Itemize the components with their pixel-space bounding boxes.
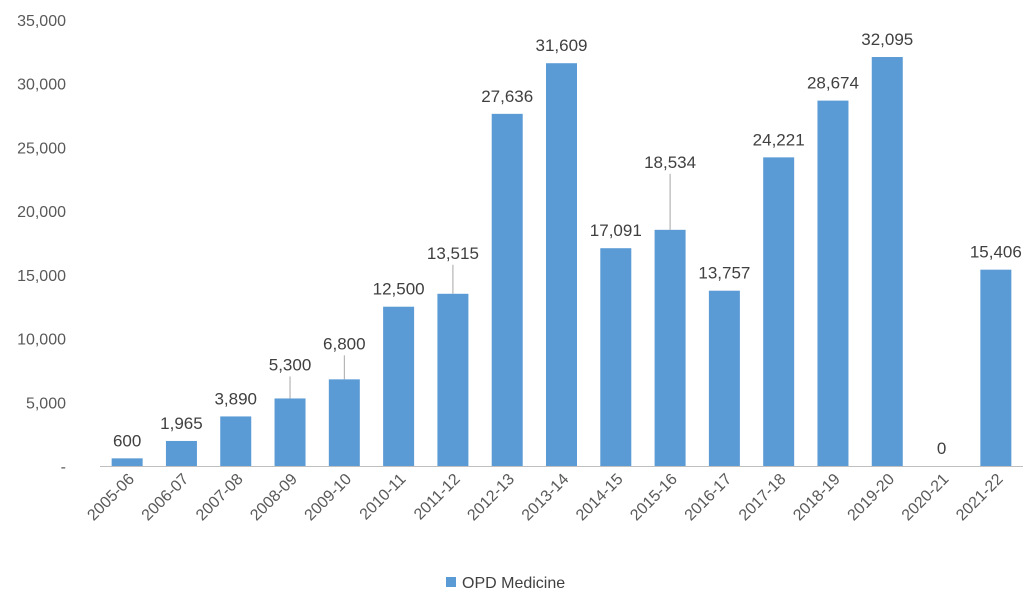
data-label-2021-22: 15,406 — [970, 243, 1022, 262]
x-tick-label: 2021-22 — [953, 471, 1007, 525]
bar-2010-11 — [383, 306, 415, 466]
bar-2007-08 — [220, 416, 252, 466]
bar-2011-12 — [437, 293, 469, 466]
bar-2009-10 — [328, 379, 360, 466]
x-tick-label: 2005-06 — [84, 471, 138, 525]
x-tick-label: 2006-07 — [139, 471, 193, 525]
data-label-2006-07: 1,965 — [160, 414, 203, 433]
data-label-2013-14: 31,609 — [536, 36, 588, 55]
bar-2005-06 — [111, 458, 143, 466]
x-tick-label: 2018-19 — [790, 471, 844, 525]
x-tick-label: 2015-16 — [627, 471, 681, 525]
bar-2008-09 — [274, 398, 306, 466]
bar-2015-16 — [654, 229, 686, 466]
x-tick-label: 2016-17 — [682, 471, 736, 525]
bar-2013-14 — [546, 63, 577, 467]
legend: OPD Medicine — [446, 575, 565, 592]
x-axis: 2005-06 2006-07 2007-08 2008-09 2009-10 2010-… — [84, 471, 1006, 525]
y-tick-label: - — [61, 459, 66, 476]
x-tick-label: 2008-09 — [247, 471, 301, 525]
data-label-2005-06: 600 — [113, 431, 141, 450]
x-tick-label: 2019-20 — [845, 471, 899, 525]
data-label-2017-18: 24,221 — [753, 130, 805, 149]
data-label-2008-09: 5,300 — [269, 355, 312, 374]
bar-2016-17 — [708, 290, 740, 466]
data-label-2009-10: 6,800 — [323, 334, 366, 353]
x-tick-label: 2009-10 — [302, 471, 356, 525]
data-label-2015-16: 18,534 — [644, 153, 696, 172]
data-label-2019-20: 32,095 — [861, 30, 913, 49]
y-tick-label: 25,000 — [17, 140, 66, 157]
x-tick-label: 2013-14 — [519, 471, 573, 525]
bar-2006-07 — [165, 440, 197, 466]
x-tick-label: 2011-12 — [411, 471, 464, 524]
data-label-2012-13: 27,636 — [481, 87, 533, 106]
x-tick-label: 2010-11 — [357, 471, 410, 524]
data-label-2018-19: 28,674 — [807, 74, 859, 93]
y-tick-label: 15,000 — [17, 268, 66, 285]
y-tick-label: 35,000 — [17, 13, 66, 30]
x-tick-label: 2012-13 — [464, 471, 518, 525]
leader-lines — [289, 173, 671, 399]
y-tick-label: 30,000 — [17, 77, 66, 94]
data-label-2020-21: 0 — [937, 439, 946, 458]
x-tick-label: 2020-21 — [899, 471, 953, 525]
legend-label: OPD Medicine — [462, 575, 565, 592]
y-tick-label: 20,000 — [17, 204, 66, 221]
y-axis: - 5,000 10,000 15,000 20,000 25,000 30,000 35,0… — [17, 13, 66, 476]
data-label-2011-12: 13,515 — [427, 244, 479, 263]
data-label-2014-15: 17,091 — [590, 221, 642, 240]
bar-2018-19 — [817, 100, 849, 467]
data-label-2010-11: 12,500 — [373, 280, 425, 299]
bar-2014-15 — [600, 248, 632, 466]
legend-swatch — [446, 577, 456, 587]
y-tick-label: 10,000 — [17, 332, 66, 349]
bar-2019-20 — [871, 57, 903, 467]
bar-2012-13 — [491, 113, 523, 466]
x-tick-label: 2014-15 — [573, 471, 627, 525]
y-tick-label: 5,000 — [26, 395, 66, 412]
bar-2021-22 — [980, 269, 1012, 466]
bar-2017-18 — [763, 157, 795, 467]
bars — [111, 57, 1012, 467]
data-label-2016-17: 13,757 — [698, 264, 750, 283]
data-label-2007-08: 3,890 — [214, 389, 257, 408]
x-tick-label: 2017-18 — [736, 471, 790, 525]
x-tick-label: 2007-08 — [193, 471, 247, 525]
